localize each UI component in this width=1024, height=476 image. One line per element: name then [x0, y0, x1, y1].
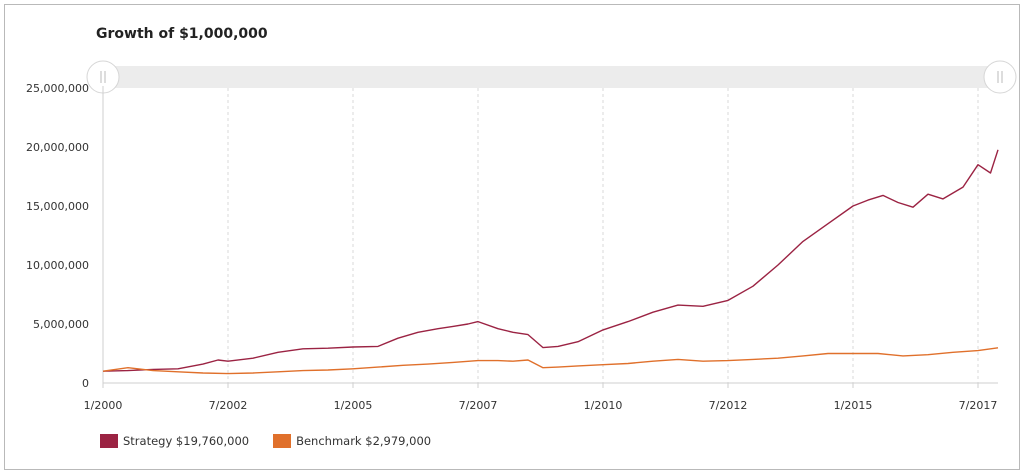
x-axis-ticks: 1/2000 7/2002 1/2005 7/2007 1/2010 7/2012 1/20…	[84, 383, 998, 412]
y-tick-label: 25,000,000	[26, 82, 89, 95]
legend-label-strategy: Strategy $19,760,000	[123, 434, 250, 448]
legend-swatch-strategy	[100, 434, 118, 448]
x-tick-label: 7/2017	[959, 399, 998, 412]
y-tick-label: 5,000,000	[33, 318, 89, 331]
legend: Strategy $19,760,000 Benchmark $2,979,00…	[100, 434, 431, 448]
legend-item-benchmark[interactable]: Benchmark $2,979,000	[273, 434, 431, 448]
legend-item-strategy[interactable]: Strategy $19,760,000	[100, 434, 249, 448]
y-tick-label: 15,000,000	[26, 200, 89, 213]
legend-label-benchmark: Benchmark $2,979,000	[296, 434, 432, 448]
x-tick-label: 1/2005	[334, 399, 373, 412]
range-selector[interactable]	[86, 60, 1017, 94]
y-tick-label: 0	[82, 377, 89, 390]
y-axis-ticks: 0 5,000,000 10,000,000 15,000,000 20,000,000…	[26, 82, 89, 390]
series-line-benchmark	[102, 347, 999, 375]
axes	[102, 86, 998, 384]
x-tick-label: 1/2010	[584, 399, 623, 412]
series-line-strategy	[102, 149, 999, 372]
x-tick-label: 7/2012	[709, 399, 748, 412]
x-tick-label: 1/2015	[834, 399, 873, 412]
chart-title: Growth of $1,000,000	[96, 26, 268, 42]
legend-swatch-benchmark	[273, 434, 292, 448]
range-selector-track[interactable]	[103, 66, 1000, 88]
series-lines	[102, 149, 999, 375]
y-tick-label: 20,000,000	[26, 141, 89, 154]
x-tick-label: 7/2007	[459, 399, 498, 412]
y-tick-label: 10,000,000	[26, 259, 89, 272]
range-handle-right[interactable]	[983, 60, 1017, 94]
x-tick-label: 7/2002	[209, 399, 248, 412]
grid-lines	[227, 88, 979, 383]
x-tick-label: 1/2000	[84, 399, 123, 412]
